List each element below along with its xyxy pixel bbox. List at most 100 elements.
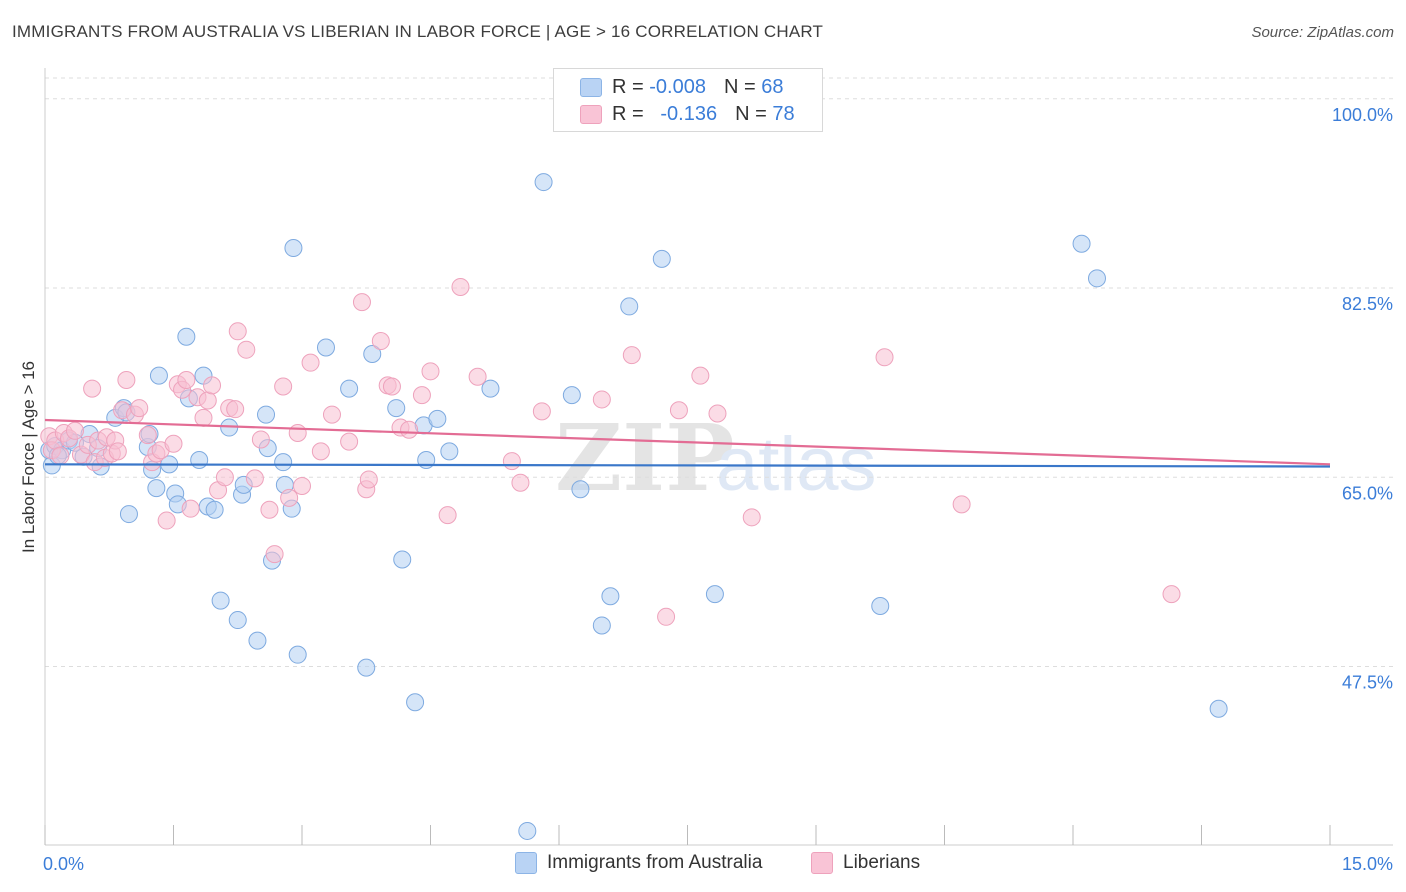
liberians-point [352, 293, 371, 312]
australia-trend-line [44, 463, 1331, 468]
liberians-point [228, 322, 247, 341]
liberians-point [108, 442, 127, 461]
liberians-point [251, 430, 270, 449]
legend-item-australia[interactable]: Immigrants from Australia [515, 852, 762, 874]
australia-point [149, 366, 168, 385]
legend-label: Immigrants from Australia [547, 852, 763, 873]
liberians-point [51, 446, 70, 465]
liberians-point [194, 408, 213, 427]
australia-point [601, 587, 620, 606]
liberians-point [451, 277, 470, 296]
australia-point [257, 405, 276, 424]
liberians-point [1162, 585, 1181, 604]
y-tick-label: 65.0% [1342, 483, 1393, 503]
liberians-point [65, 421, 84, 440]
australia-point [211, 591, 230, 610]
r-label: R = [612, 75, 644, 98]
liberians-point [340, 432, 359, 451]
n-label: N = [735, 102, 767, 125]
liberians-point [371, 332, 390, 351]
liberians-point [280, 488, 299, 507]
australia-point [534, 173, 553, 192]
australia-point [1072, 234, 1091, 253]
y-axis-label: In Labor Force | Age > 16 [19, 361, 38, 553]
liberians-point [274, 377, 293, 396]
australia-point [316, 338, 335, 357]
legend-label: Liberians [843, 852, 921, 873]
australia-point [406, 693, 425, 712]
liberians-point [293, 476, 311, 495]
australia-point [147, 479, 166, 498]
liberians-point [592, 390, 611, 409]
liberians-legend-swatch [811, 852, 833, 874]
australia-point [340, 379, 359, 398]
liberians-point [245, 469, 264, 488]
r-value: -0.008 [649, 75, 706, 98]
liberians-point [203, 376, 222, 395]
liberians-point [412, 386, 431, 405]
stats-row-australia: R = -0.008 N = 68 [580, 75, 783, 99]
liberians-point [288, 423, 307, 442]
australia-point [228, 611, 247, 630]
liberians-point [952, 495, 971, 514]
australia-point [190, 451, 209, 469]
liberians-point [311, 442, 330, 461]
stats-row-liberians: R = -0.136 N = 78 [580, 102, 795, 126]
x-tick-label: 0.0% [43, 854, 84, 874]
liberians-point [157, 511, 176, 530]
australia-point [393, 550, 412, 569]
australia-point [357, 658, 376, 677]
liberians-point [511, 473, 530, 492]
liberians-point [502, 452, 521, 471]
series-liberians-points [40, 277, 1181, 626]
australia-point [1209, 699, 1228, 718]
n-value: 78 [772, 102, 795, 125]
trend-lines [44, 418, 1331, 468]
liberians-point [138, 426, 157, 445]
australia-point [177, 327, 196, 346]
liberians-point [130, 399, 149, 418]
liberians-point [622, 346, 641, 365]
liberians-point [532, 402, 551, 421]
n-label: N = [723, 75, 756, 98]
n-value: 68 [761, 75, 784, 98]
australia-legend-swatch [515, 852, 537, 874]
australia-point [1087, 269, 1106, 288]
liberians-point [669, 401, 688, 420]
australia-point [592, 616, 611, 635]
australia-point [428, 409, 447, 428]
australia-point [119, 505, 138, 524]
australia-point [481, 379, 500, 398]
australia-point [620, 297, 639, 316]
y-tick-label: 47.5% [1342, 673, 1393, 693]
liberians-point [265, 545, 284, 564]
australia-point [571, 480, 590, 499]
r-label: R = [612, 102, 644, 125]
liberians-point [237, 340, 256, 359]
australia-point [205, 500, 224, 519]
legend-item-liberians[interactable]: Liberians [811, 852, 920, 874]
liberians-point [742, 508, 761, 527]
liberians-point [83, 379, 102, 398]
liberians-point [260, 500, 279, 519]
liberians-point [117, 370, 136, 389]
y-tick-label: 82.5% [1342, 294, 1393, 314]
stats-legend: R = -0.008 N = 68 R = -0.136 N = 78 [553, 68, 823, 132]
liberians-point [468, 367, 487, 386]
liberians-point [708, 404, 727, 423]
liberians-point [691, 366, 710, 385]
liberians-point [322, 405, 341, 424]
chart-title: IMMIGRANTS FROM AUSTRALIA VS LIBERIAN IN… [12, 22, 824, 41]
liberians-trend-line [44, 418, 1331, 466]
australia-point [274, 453, 293, 472]
liberians-point [301, 353, 320, 372]
liberians-point [215, 468, 234, 487]
liberians-point [198, 391, 217, 410]
australia-point [518, 821, 537, 840]
liberians-point [181, 499, 200, 518]
liberians-point [875, 348, 894, 367]
australia-point [284, 239, 303, 258]
liberians-point [164, 434, 183, 453]
liberians-swatch [580, 104, 602, 124]
liberians-point [382, 377, 401, 396]
